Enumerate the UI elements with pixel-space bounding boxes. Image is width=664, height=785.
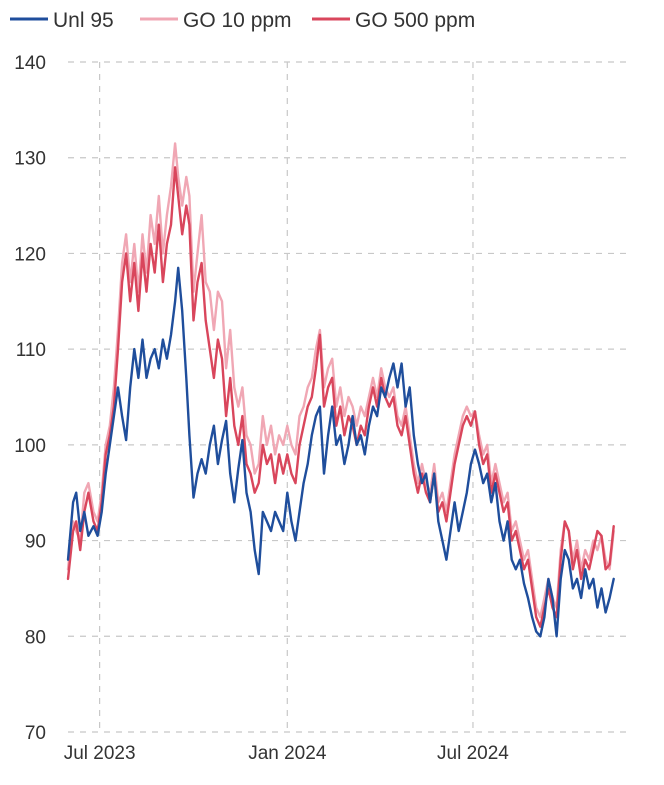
x-axis-ticks: Jul 2023 Jan 2024 Jul 2024 xyxy=(64,743,510,764)
legend: Unl 95 GO 10 ppm GO 500 ppm xyxy=(10,9,475,32)
y-tick-label: 80 xyxy=(25,627,46,648)
legend-label: GO 500 ppm xyxy=(355,9,475,32)
y-tick-label: 120 xyxy=(14,244,46,265)
y-tick-label: 100 xyxy=(14,436,46,457)
series-line-go-10-ppm xyxy=(66,142,615,619)
x-tick-label: Jul 2023 xyxy=(64,743,136,764)
y-tick-label: 130 xyxy=(14,149,46,170)
series-line-go-500-ppm xyxy=(66,166,615,628)
series-line-unl-95 xyxy=(66,266,615,638)
y-axis-ticks: 70 80 90 100 110 120 130 140 xyxy=(14,53,46,744)
series-lines xyxy=(66,142,615,638)
y-tick-label: 90 xyxy=(25,532,46,553)
x-tick-label: Jan 2024 xyxy=(248,743,327,764)
legend-label: GO 10 ppm xyxy=(183,9,292,32)
x-tick-label: Jul 2024 xyxy=(437,743,509,764)
y-tick-label: 110 xyxy=(16,340,46,361)
y-tick-label: 70 xyxy=(25,723,46,744)
legend-label: Unl 95 xyxy=(53,9,114,32)
y-tick-label: 140 xyxy=(14,53,46,74)
